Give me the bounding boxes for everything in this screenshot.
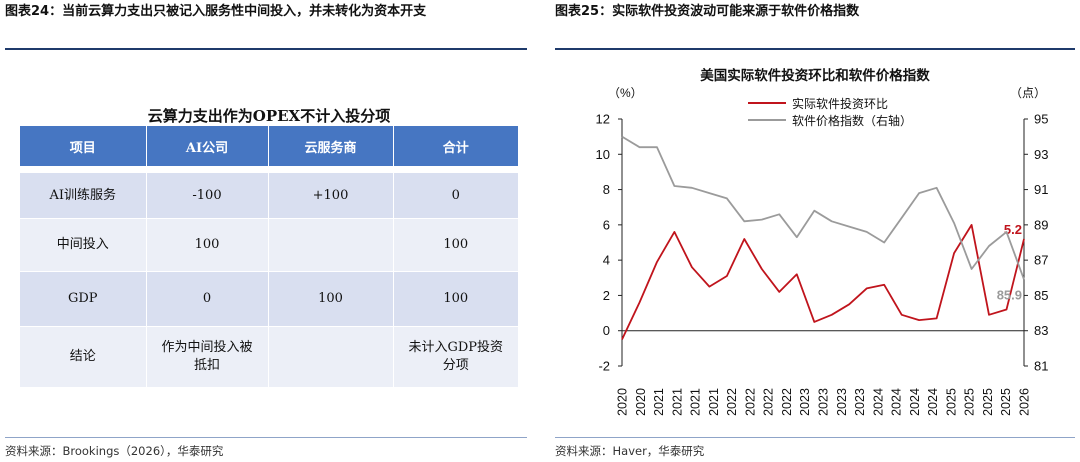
- y-tick-label: 4: [603, 253, 610, 268]
- chart-axes: -2 0 2 4 6 8 10 12 81 83 85 87 89 91 93 95: [596, 112, 1049, 374]
- table-row: GDP 0 100 100: [20, 271, 518, 327]
- column-header: 云服务商: [268, 126, 394, 170]
- right-title-divider: [555, 48, 1075, 50]
- y2-tick-label: 81: [1034, 359, 1048, 374]
- y-tick-label: 8: [603, 182, 610, 197]
- y-tick-label: 0: [603, 323, 610, 338]
- column-header: 合计: [393, 126, 518, 170]
- right-figure-text: 实际软件投资波动可能来源于软件价格指数: [612, 4, 860, 19]
- x-tick-label: 2025: [963, 388, 977, 416]
- x-tick-label: 2025: [944, 388, 958, 416]
- x-tick-label: 2022: [743, 388, 757, 416]
- table-cell: 结论: [20, 326, 147, 388]
- table-header-row: 项目 AI公司 云服务商 合计: [20, 126, 518, 170]
- y2-tick-label: 95: [1034, 112, 1048, 127]
- left-figure-label: 图表24：: [5, 4, 63, 19]
- table-cell: AI训练服务: [20, 166, 147, 219]
- x-tick-label: 2022: [780, 388, 794, 416]
- x-tick-label: 2020: [634, 388, 648, 416]
- table-cell: 0: [393, 166, 518, 219]
- left-axis-unit: （%）: [608, 86, 643, 100]
- x-tick-label: 2021: [689, 388, 703, 416]
- x-tick-label: 2023: [798, 388, 812, 416]
- y2-tick-label: 89: [1034, 217, 1048, 232]
- table-cell: 作为中间投入被抵扣: [146, 326, 269, 388]
- x-tick-label: 2024: [871, 388, 885, 416]
- x-tick-label: 2022: [725, 388, 739, 416]
- table-row: 结论 作为中间投入被抵扣 未计入GDP投资分项: [20, 326, 518, 388]
- y2-tick-label: 83: [1034, 323, 1048, 338]
- x-tick-label: 2020: [616, 388, 630, 416]
- table-cell: [268, 326, 394, 388]
- table-cell: [268, 218, 394, 272]
- table-cell: 未计入GDP投资分项: [393, 326, 518, 388]
- series-line-investment: [621, 223, 1025, 340]
- software-investment-chart: 美国实际软件投资环比和软件价格指数 （%） （点） 实际软件投资环比 软件价格指…: [596, 67, 1049, 416]
- x-tick-label: 2021: [670, 388, 684, 416]
- series-line-price-index: [621, 135, 1025, 280]
- x-tick-label: 2026: [1018, 388, 1032, 416]
- column-header: AI公司: [146, 126, 269, 170]
- right-source: 资料来源：Haver，华泰研究: [555, 444, 705, 458]
- table-cell: 中间投入: [20, 218, 147, 272]
- opex-table: 项目 AI公司 云服务商 合计 AI训练服务 -100 +100 0 中间投入 …: [20, 126, 518, 388]
- y2-tick-label: 87: [1034, 253, 1048, 268]
- chart-title: 美国实际软件投资环比和软件价格指数: [700, 67, 930, 83]
- right-figure-title: 图表25：实际软件投资波动可能来源于软件价格指数: [555, 1, 1075, 23]
- table-cell: GDP: [20, 271, 147, 327]
- x-tick-label: 2023: [817, 388, 831, 416]
- table-cell: 100: [146, 218, 269, 272]
- table-cell: +100: [268, 166, 394, 219]
- x-tick-label: 2025: [999, 388, 1013, 416]
- y-tick-label: 10: [596, 147, 610, 162]
- x-tick-label: 2025: [981, 388, 995, 416]
- left-source: 资料来源：Brookings（2026），华泰研究: [5, 444, 224, 458]
- x-tick-label: 2021: [652, 388, 666, 416]
- table-row: 中间投入 100 100: [20, 218, 518, 272]
- y-tick-label: 12: [596, 112, 610, 127]
- table-cell: 100: [393, 271, 518, 327]
- right-axis-unit: （点）: [1010, 86, 1046, 100]
- end-label-investment: 5.2: [1004, 222, 1022, 237]
- left-figure-text: 当前云算力支出只被记入服务性中间投入，并未转化为资本开支: [62, 4, 427, 19]
- y2-tick-label: 93: [1034, 147, 1048, 162]
- chart-lines: 5.2 85.9: [621, 135, 1025, 340]
- x-tick-label: 2022: [762, 388, 776, 416]
- legend-label-investment: 实际软件投资环比: [792, 96, 888, 111]
- x-tick-label: 2023: [835, 388, 849, 416]
- y-tick-label: -2: [598, 359, 610, 374]
- chart-x-labels: 2020 2020 2021 2021 2021 2021 2022 2022 2022 2022…: [616, 388, 1032, 416]
- x-tick-label: 2024: [890, 388, 904, 416]
- right-source-divider: [555, 437, 1075, 438]
- table-cell: -100: [146, 166, 269, 219]
- x-tick-label: 2024: [926, 388, 940, 416]
- left-figure-title: 图表24：当前云算力支出只被记入服务性中间投入，并未转化为资本开支: [5, 1, 530, 23]
- table-cell: 0: [146, 271, 269, 327]
- column-header: 项目: [20, 126, 147, 170]
- y2-tick-label: 91: [1034, 182, 1048, 197]
- table-cell: 100: [268, 271, 394, 327]
- x-tick-label: 2023: [853, 388, 867, 416]
- right-figure-label: 图表25：: [555, 4, 613, 19]
- x-tick-label: 2021: [707, 388, 721, 416]
- y-tick-label: 2: [603, 288, 610, 303]
- chart-legend: 实际软件投资环比 软件价格指数（右轴）: [748, 96, 912, 128]
- table-cell: 100: [393, 218, 518, 272]
- x-tick-label: 2024: [908, 388, 922, 416]
- table-row: AI训练服务 -100 +100 0: [20, 166, 518, 219]
- end-label-price-index: 85.9: [997, 288, 1022, 303]
- legend-label-price-index: 软件价格指数（右轴）: [792, 113, 912, 128]
- table-title: 云算力支出作为OPEX不计入投分项: [147, 107, 391, 125]
- y2-tick-label: 85: [1034, 288, 1048, 303]
- y-tick-label: 6: [603, 217, 610, 232]
- left-source-divider: [5, 437, 527, 438]
- left-title-divider: [5, 48, 527, 50]
